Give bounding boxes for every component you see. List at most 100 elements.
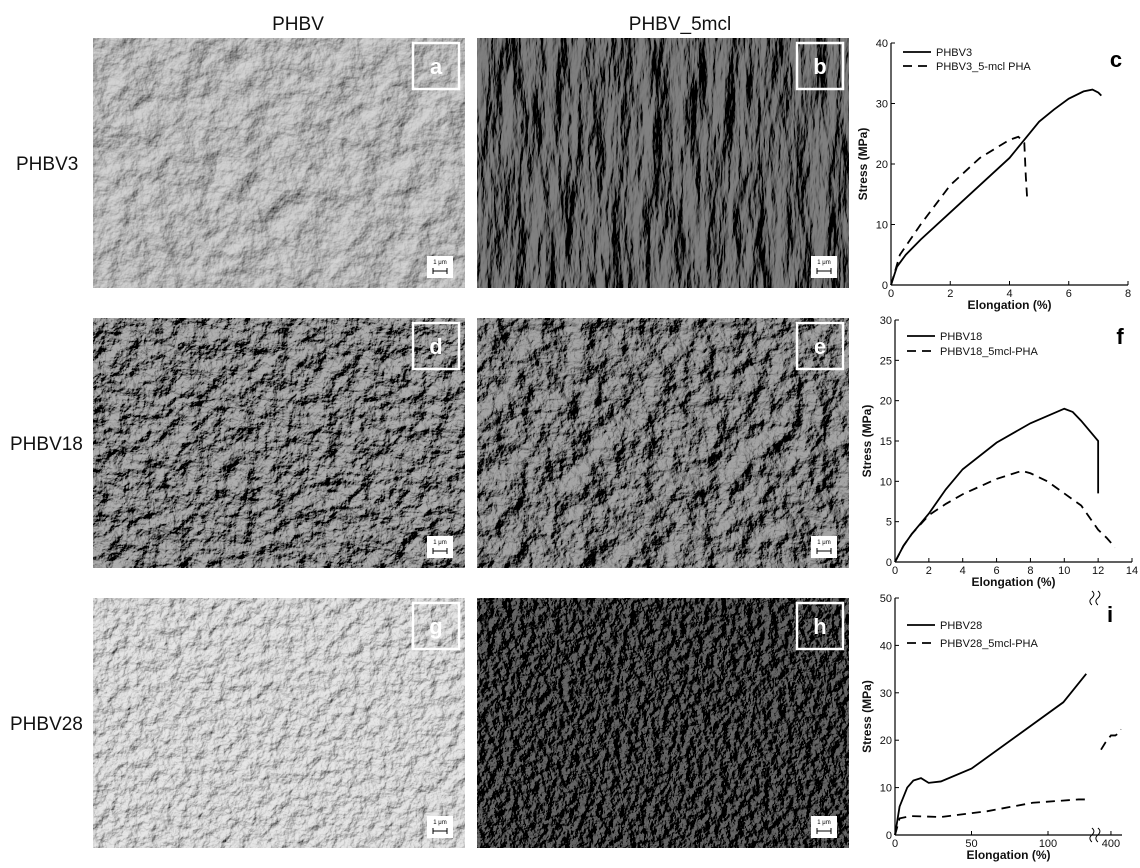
- panel-letter-box: [411, 41, 461, 91]
- sem-texture: [477, 38, 849, 288]
- scale-bar-label: 1 μm: [817, 820, 830, 826]
- y-tick-label: 20: [880, 396, 892, 408]
- x-tick-label: 8: [1125, 288, 1131, 300]
- legend-label: PHBV18_5mcl-PHA: [940, 346, 1038, 358]
- x-tick-label: 2: [947, 288, 953, 300]
- sem-image: b 1 μm: [477, 38, 849, 288]
- y-tick-label: 30: [880, 688, 892, 700]
- x-tick-label: 12: [1092, 565, 1104, 577]
- panel-letter-box: [411, 601, 461, 651]
- x-tick-label: 8: [1027, 565, 1033, 577]
- axis-break: [1089, 590, 1101, 606]
- scale-bar: [816, 548, 832, 554]
- scale-bar: [432, 828, 448, 834]
- x-tick-label: 100: [1039, 838, 1057, 850]
- column-header: PHBV_5mcl: [629, 14, 731, 35]
- sem-texture: [93, 38, 465, 288]
- chart-label: i: [1107, 602, 1113, 627]
- x-tick-label: 0: [888, 288, 894, 300]
- x-tick-label: 6: [994, 565, 1000, 577]
- x-tick-label: 6: [1066, 288, 1072, 300]
- y-tick-label: 5: [886, 517, 892, 529]
- panel-letter: e: [814, 334, 826, 359]
- x-tick-label: 2: [926, 565, 932, 577]
- panel-letter: g: [429, 614, 442, 639]
- chart-label: f: [1116, 324, 1124, 349]
- sem-image: g 1 μm: [93, 598, 465, 848]
- legend-label: PHBV28: [940, 620, 982, 632]
- scale-bar-label: 1 μm: [433, 540, 446, 546]
- y-tick-label: 30: [876, 99, 888, 111]
- y-tick-label: 0: [882, 280, 888, 292]
- x-tick-label: 0: [892, 838, 898, 850]
- sem-shade: [93, 38, 465, 288]
- scale-bar-label: 1 μm: [817, 260, 830, 266]
- panel-letter-box: [411, 321, 461, 371]
- sem-texture: [93, 598, 465, 848]
- x-tick-label: 14: [1126, 565, 1138, 577]
- column-header: PHBV: [272, 14, 324, 35]
- x-tick-label: 10: [1058, 565, 1070, 577]
- y-axis-label: Stress (MPa): [856, 128, 870, 201]
- legend-label: PHBV3_5-mcl PHA: [936, 61, 1031, 73]
- sem-texture: [477, 598, 849, 848]
- y-tick-label: 20: [880, 735, 892, 747]
- panel-letter: b: [813, 54, 826, 79]
- y-tick-label: 25: [880, 355, 892, 367]
- x-axis-label: Elongation (%): [972, 575, 1056, 589]
- y-tick-label: 30: [880, 315, 892, 327]
- scale-bar: [816, 268, 832, 274]
- legend-label: PHBV3: [936, 47, 972, 59]
- x-axis-label: Elongation (%): [967, 848, 1051, 862]
- scale-bar: [816, 828, 832, 834]
- y-tick-label: 15: [880, 436, 892, 448]
- y-tick-label: 0: [886, 830, 892, 842]
- y-tick-label: 0: [886, 557, 892, 569]
- x-tick-label: 400: [1102, 838, 1120, 850]
- x-axis-label: Elongation (%): [968, 298, 1052, 312]
- row-label: PHBV3: [16, 154, 78, 175]
- chart-label: c: [1110, 47, 1122, 72]
- series-line: [894, 407, 1100, 563]
- panel-letter: h: [813, 614, 826, 639]
- x-tick-label: 4: [1006, 288, 1012, 300]
- scale-bar-label: 1 μm: [433, 260, 446, 266]
- panel-letter-box: [795, 41, 845, 91]
- x-tick-label: 4: [960, 565, 966, 577]
- scale-bar: [432, 268, 448, 274]
- scale-bar: [432, 548, 448, 554]
- sem-image: h 1 μm: [477, 598, 849, 848]
- y-tick-label: 40: [880, 640, 892, 652]
- panel-letter-box: [795, 601, 845, 651]
- x-tick-label: 0: [892, 565, 898, 577]
- sem-shade: [93, 318, 465, 568]
- sem-shade: [477, 38, 849, 288]
- sem-shade: [477, 318, 849, 568]
- legend-label: PHBV28_5mcl-PHA: [940, 638, 1038, 650]
- y-tick-label: 10: [880, 783, 892, 795]
- sem-image: a 1 μm: [93, 38, 465, 288]
- series-line: [894, 469, 1116, 563]
- row-label: PHBV28: [10, 714, 83, 735]
- y-tick-label: 10: [876, 220, 888, 232]
- y-axis-label: Stress (MPa): [860, 680, 874, 753]
- legend-label: PHBV18: [940, 331, 982, 343]
- sem-image: e 1 μm: [477, 318, 849, 568]
- sem-texture: [477, 318, 849, 568]
- y-tick-label: 10: [880, 476, 892, 488]
- series-line: [894, 673, 1087, 836]
- sem-image: d 1 μm: [93, 318, 465, 568]
- panel-letter: d: [429, 334, 442, 359]
- row-label: PHBV18: [10, 434, 83, 455]
- chart: 0 5 10 15 20 25 30 0 2 4 6 8 10 12 14 Elongation (%) Str…: [860, 315, 1138, 589]
- scale-bar-label: 1 μm: [817, 540, 830, 546]
- series-line: [894, 728, 1122, 836]
- series-line: [890, 135, 1029, 286]
- sem-shade: [477, 598, 849, 848]
- sem-texture: [93, 318, 465, 568]
- panel-letter: a: [430, 54, 443, 79]
- y-tick-label: 20: [876, 159, 888, 171]
- chart: 0 10 20 30 40 50 0 50 100 400 Elongation (%) Stress…: [860, 590, 1122, 862]
